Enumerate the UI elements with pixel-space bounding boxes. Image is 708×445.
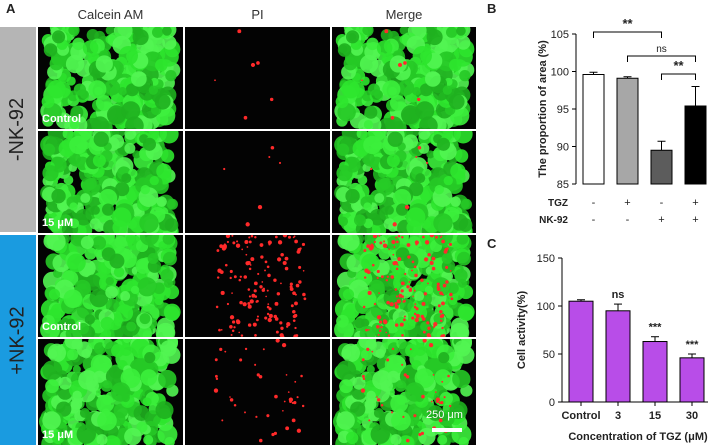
condition-row-label: NK-92 bbox=[539, 215, 568, 226]
condition-mark: + bbox=[692, 214, 698, 226]
bar bbox=[679, 357, 705, 403]
y-tick-label: 150 bbox=[537, 253, 555, 265]
y-tick-label: 85 bbox=[557, 179, 569, 191]
x-axis-label: Concentration of TGZ (μM) bbox=[568, 431, 708, 443]
micrograph-calcein: Control bbox=[38, 235, 183, 337]
x-tick-label: Control bbox=[561, 410, 600, 422]
row-label: Control bbox=[42, 113, 82, 125]
column-header-merge: Merge bbox=[385, 7, 423, 22]
significance-label: ns bbox=[612, 289, 625, 301]
significance-label: *** bbox=[686, 339, 700, 351]
micrograph-pi bbox=[185, 235, 330, 337]
condition-mark: - bbox=[592, 197, 596, 209]
panel-c-letter: C bbox=[487, 236, 497, 251]
row-label: 15 μM bbox=[42, 429, 74, 441]
condition-mark: - bbox=[592, 214, 596, 226]
y-axis-label: Cell activity(%) bbox=[516, 291, 528, 370]
x-tick-label: 15 bbox=[649, 410, 661, 422]
significance-bracket bbox=[661, 73, 696, 80]
y-tick-label: 100 bbox=[551, 67, 569, 79]
significance-label: ** bbox=[622, 16, 633, 31]
condition-mark: + bbox=[658, 214, 664, 226]
panel-b-letter: B bbox=[487, 1, 497, 16]
micrograph-pi bbox=[185, 131, 330, 233]
condition-mark: - bbox=[626, 214, 630, 226]
micrograph-merge bbox=[332, 235, 476, 337]
micrograph-calcein: 15 μM bbox=[38, 339, 183, 445]
micrograph-calcein: 15 μM bbox=[38, 131, 183, 233]
y-tick-label: 50 bbox=[543, 349, 555, 361]
micrograph-calcein: Control bbox=[38, 27, 183, 129]
bar bbox=[605, 310, 631, 403]
condition-mark: + bbox=[692, 197, 698, 209]
y-tick-label: 100 bbox=[537, 301, 555, 313]
condition-mark: - bbox=[660, 197, 664, 209]
panel-a-letter: A bbox=[6, 1, 16, 16]
row-label: 15 μM bbox=[42, 217, 74, 229]
significance-label: ** bbox=[673, 58, 684, 73]
group-bar-plus-nk92: +NK-92 bbox=[0, 235, 36, 445]
condition-row-label: TGZ bbox=[548, 198, 568, 209]
significance-bracket bbox=[627, 55, 696, 62]
y-tick-label: 95 bbox=[557, 104, 569, 116]
group-bar-minus-nk92: -NK-92 bbox=[0, 27, 36, 232]
x-tick-label: 30 bbox=[686, 410, 698, 422]
column-header-calcein: Calcein AM bbox=[77, 7, 144, 22]
bar bbox=[582, 74, 605, 185]
y-tick-label: 105 bbox=[551, 29, 569, 41]
row-label: Control bbox=[42, 321, 82, 333]
condition-mark: + bbox=[624, 197, 630, 209]
micrograph-merge bbox=[332, 339, 476, 445]
bar bbox=[642, 341, 668, 403]
micrograph-pi bbox=[185, 27, 330, 129]
group-label-minus-nk92: -NK-92 bbox=[6, 97, 29, 162]
micrograph-pi bbox=[185, 339, 330, 445]
significance-label: ns bbox=[656, 44, 667, 55]
scale-bar-label: 250 μm bbox=[426, 409, 463, 421]
column-header-pi: PI bbox=[251, 7, 264, 22]
bar bbox=[616, 77, 639, 185]
significance-bracket bbox=[593, 31, 662, 38]
y-axis-label: The proportion of area (%) bbox=[537, 40, 549, 178]
micrograph-merge bbox=[332, 131, 476, 233]
bar bbox=[684, 105, 707, 185]
bar bbox=[568, 300, 594, 403]
bar bbox=[650, 149, 673, 185]
significance-label: *** bbox=[649, 322, 663, 334]
chart-c: 0 50 100 150 Cell activity(%) Control ns 3 *** 15… bbox=[516, 253, 708, 443]
scale-bar bbox=[432, 428, 462, 432]
micrograph-merge bbox=[332, 27, 476, 129]
y-tick-label: 90 bbox=[557, 142, 569, 154]
x-tick-label: 3 bbox=[615, 410, 621, 422]
group-label-plus-nk92: +NK-92 bbox=[6, 305, 29, 375]
y-tick-label: 0 bbox=[549, 397, 555, 409]
